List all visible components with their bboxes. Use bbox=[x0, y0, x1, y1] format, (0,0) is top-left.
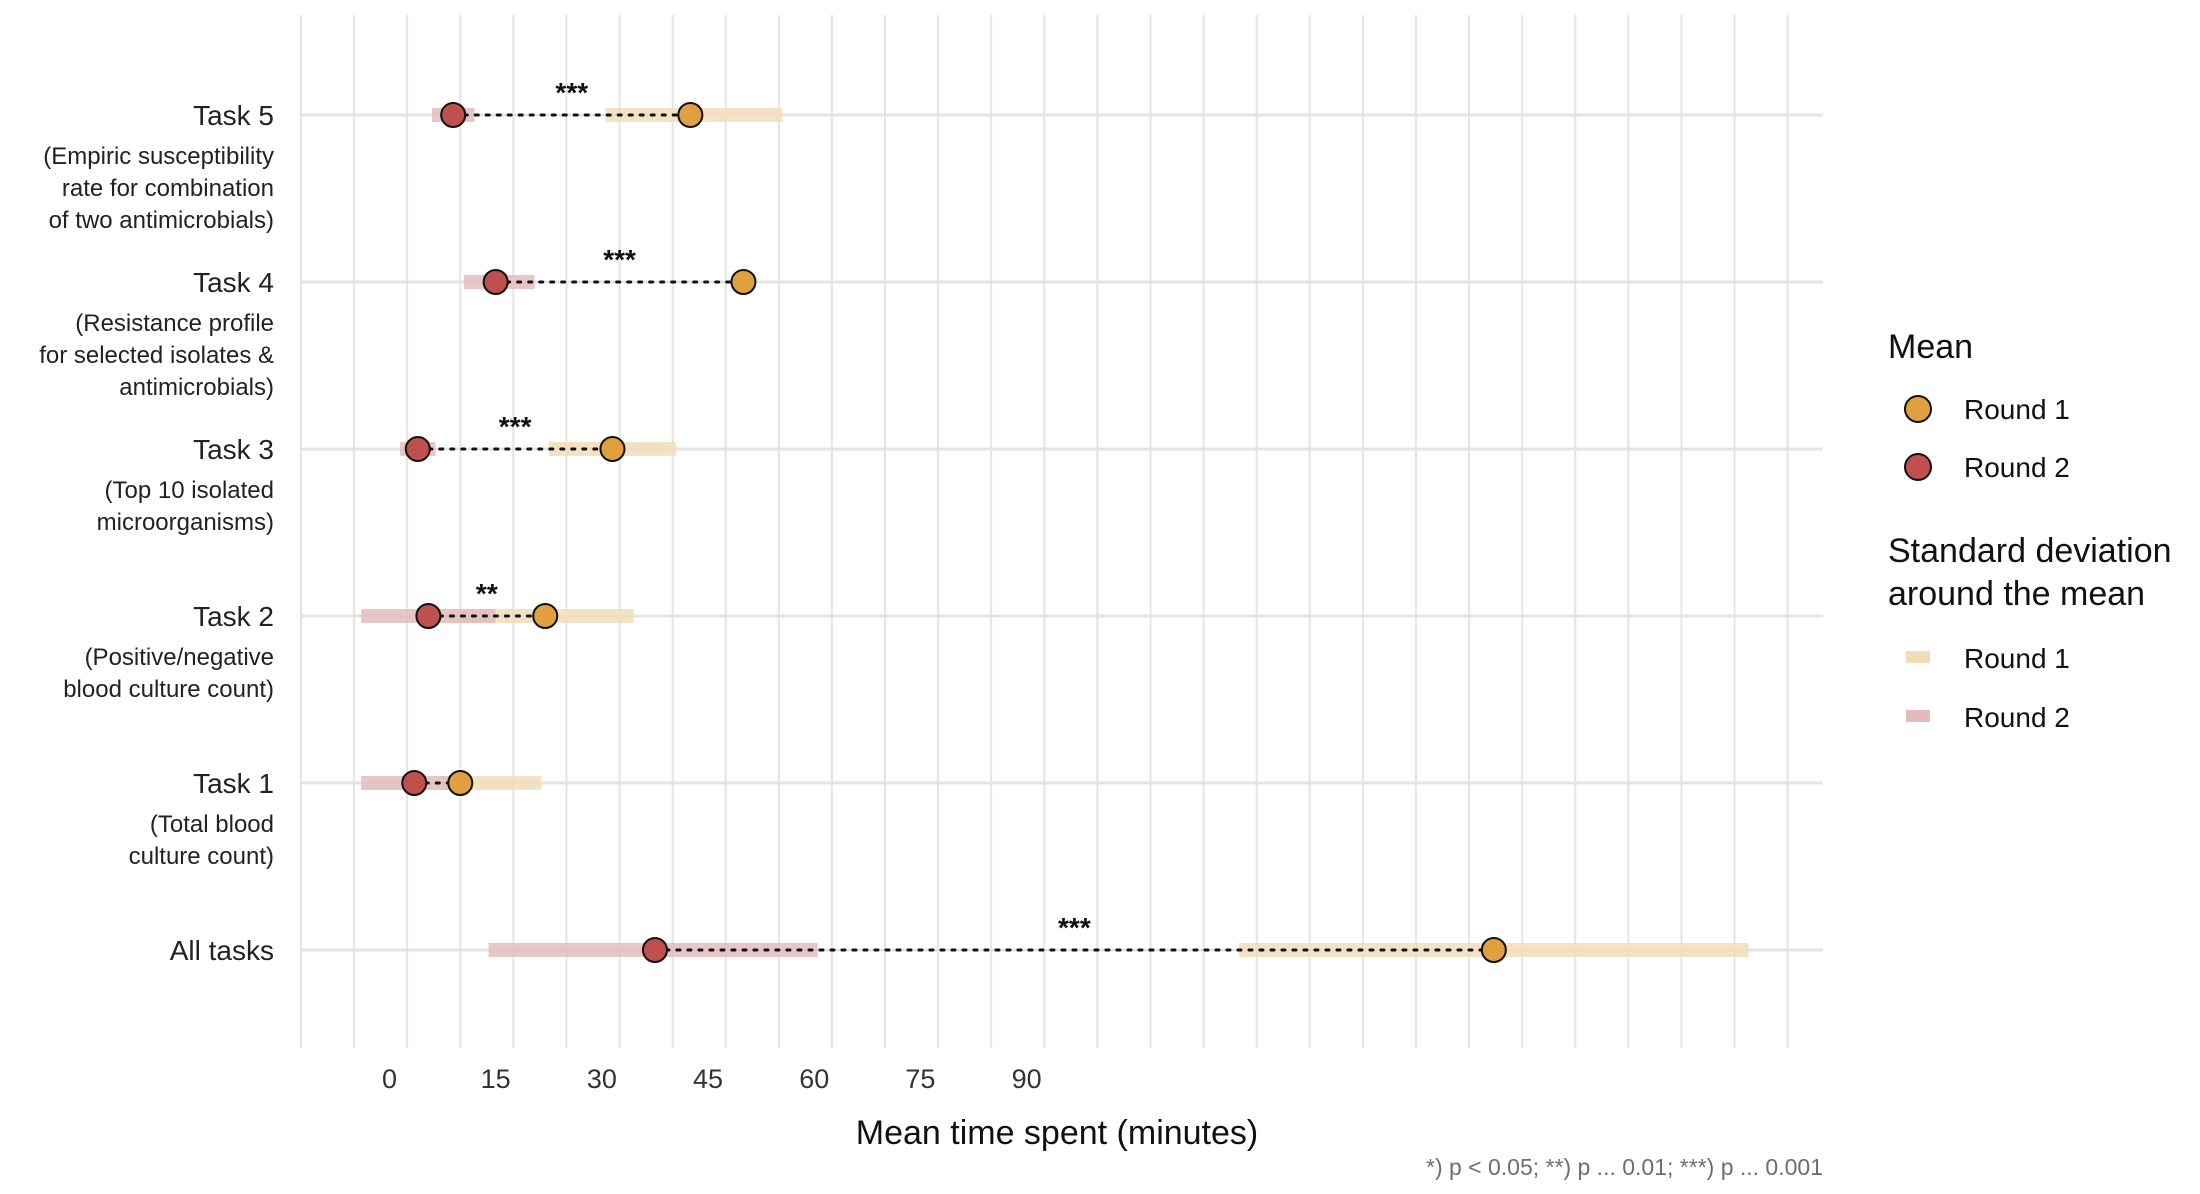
mean-point-round1 bbox=[677, 102, 704, 128]
category-title: Task 4 bbox=[193, 267, 274, 298]
x-tick-label: 75 bbox=[905, 1064, 935, 1094]
mean-point-round2 bbox=[404, 436, 431, 462]
sd-bands bbox=[361, 108, 1749, 957]
mean-point-round2 bbox=[440, 102, 467, 128]
category-description: rate for combination bbox=[62, 175, 274, 202]
significance-label: *** bbox=[603, 244, 636, 275]
legend-round2-band-label: Round 2 bbox=[1964, 702, 2070, 733]
legend-round2-band bbox=[1906, 710, 1930, 722]
category-description: antimicrobials) bbox=[119, 374, 274, 401]
category-description: for selected isolates & bbox=[39, 342, 274, 369]
x-axis-ticks: 0 15 30 45 60 75 90 bbox=[382, 1064, 1042, 1094]
category-labels: Task 5 (Empiric susceptibility rate for co… bbox=[39, 100, 274, 966]
mean-point-round2 bbox=[415, 603, 442, 629]
legend-round1-label: Round 1 bbox=[1964, 394, 2070, 425]
category-title: All tasks bbox=[170, 935, 274, 966]
connector-lines bbox=[412, 113, 1496, 952]
category-title: Task 3 bbox=[193, 434, 274, 465]
legend: Mean Round 1 Round 2 Standard deviation … bbox=[1888, 328, 2172, 733]
category-title: Task 2 bbox=[193, 601, 274, 632]
category-description: (Resistance profile bbox=[75, 310, 274, 337]
legend-mean-title: Mean bbox=[1888, 328, 1973, 366]
category-title: Task 5 bbox=[193, 100, 274, 131]
significance-label: *** bbox=[499, 411, 532, 442]
mean-point-round1 bbox=[532, 603, 559, 629]
significance-label: *** bbox=[555, 77, 588, 108]
x-tick-label: 15 bbox=[481, 1064, 511, 1094]
category-description: of two antimicrobials) bbox=[49, 207, 274, 234]
x-tick-label: 45 bbox=[693, 1064, 723, 1094]
mean-point-round1 bbox=[1480, 937, 1507, 963]
category-description: (Top 10 isolated bbox=[105, 477, 274, 504]
category-description: (Total blood bbox=[150, 811, 274, 838]
mean-point-round2 bbox=[641, 937, 668, 963]
x-tick-label: 60 bbox=[799, 1064, 829, 1094]
legend-sd-title-line1: Standard deviation bbox=[1888, 532, 2172, 570]
mean-point-round2 bbox=[482, 269, 509, 295]
caption: *) p < 0.05; **) p ... 0.01; ***) p ... … bbox=[1426, 1154, 1823, 1180]
legend-round1-band bbox=[1906, 651, 1930, 663]
significance-labels: ************** bbox=[476, 77, 1091, 943]
significance-label: ** bbox=[476, 578, 498, 609]
category-description: (Empiric susceptibility bbox=[43, 143, 274, 170]
mean-point-round1 bbox=[447, 770, 474, 796]
category-title: Task 1 bbox=[193, 768, 274, 799]
mean-point-round2 bbox=[401, 770, 428, 796]
grid bbox=[300, 15, 1823, 1048]
mean-point-round1 bbox=[730, 269, 757, 295]
legend-sd-title-line2: around the mean bbox=[1888, 575, 2145, 613]
significance-label: *** bbox=[1058, 912, 1091, 943]
category-description: blood culture count) bbox=[63, 676, 274, 703]
mean-points bbox=[401, 102, 1507, 963]
category-description: culture count) bbox=[129, 843, 274, 870]
legend-round1-point bbox=[1904, 395, 1932, 423]
legend-round2-point bbox=[1904, 453, 1932, 481]
mean-point-round1 bbox=[599, 436, 626, 462]
legend-round1-band-label: Round 1 bbox=[1964, 643, 2070, 674]
x-axis-title: Mean time spent (minutes) bbox=[856, 1114, 1259, 1152]
x-tick-label: 0 bbox=[382, 1064, 397, 1094]
category-description: (Positive/negative bbox=[85, 644, 274, 671]
category-description: microorganisms) bbox=[97, 509, 274, 536]
x-tick-label: 30 bbox=[587, 1064, 617, 1094]
x-tick-label: 90 bbox=[1012, 1064, 1042, 1094]
legend-round2-label: Round 2 bbox=[1964, 452, 2070, 483]
